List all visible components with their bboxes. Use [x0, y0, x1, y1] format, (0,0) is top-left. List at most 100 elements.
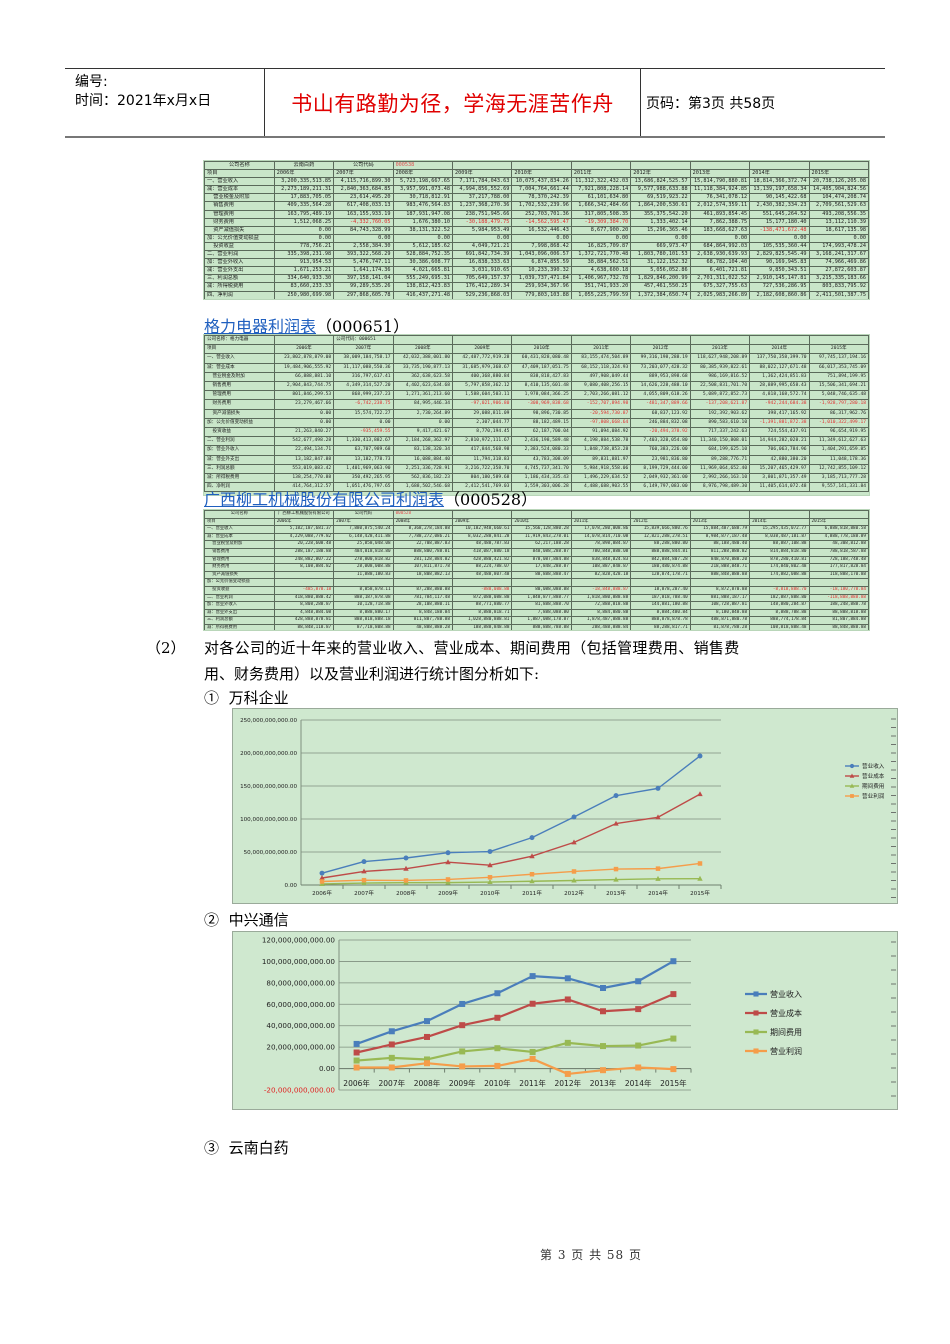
value-cell: 31,122,152.32	[630, 258, 691, 268]
value-cell: 78,370,242.39	[511, 193, 572, 203]
value-cell: 684,199,625.10	[689, 445, 751, 456]
value-cell: 11,048,178.36	[808, 454, 869, 465]
value-cell: 838,818,427.83	[511, 371, 572, 383]
value-cell: 1,641,174.36	[333, 266, 394, 276]
value-cell: 3,559,303,006.28	[511, 482, 572, 493]
value-cell: -138,471,672.48	[749, 225, 810, 235]
table-row: 一、营业收入 5,182,187,681.37 7,880,875,540.24 8,…	[204, 525, 869, 534]
plot-area: 0.00 50,000,000,000.00 100,000,000,000.00 1…	[240, 718, 722, 897]
value-cell: 1,803,780,101.53	[630, 250, 691, 260]
y-tick-label: 0.00	[285, 883, 298, 889]
value-cell: 88,888,888.47	[511, 570, 572, 580]
x-tick-label: 2010年	[484, 1078, 511, 1088]
value-cell: 0.00	[273, 417, 335, 429]
row-label: 减：营业成本	[204, 185, 275, 195]
value-cell: 1,588,604,503.11	[451, 390, 513, 401]
page-footer: 第 3 页 共 58 页	[540, 1248, 642, 1262]
legend-label: 营业收入	[770, 989, 802, 999]
value-cell: -19,309,384.70	[570, 217, 632, 227]
value-cell: 2,709,561,529.63	[808, 201, 869, 211]
value-cell: 6,888,818,880.58	[808, 525, 869, 534]
value-cell: 1,887,088,178.87	[511, 616, 572, 625]
y-tick-label: 150,000,000,000.00	[240, 784, 297, 790]
value-cell: 8,888,818.71	[451, 608, 513, 618]
row-label: 资产减值损失	[204, 225, 275, 235]
value-cell: 48,488,787.83	[451, 540, 513, 549]
y-tick-label: 250,000,000,000.00	[240, 718, 297, 724]
table-row: 营业税金及附加 20,228,608.48 25,858,048.08 22,708,…	[204, 540, 869, 549]
x-tick-label: 2008年	[396, 889, 416, 897]
value-cell	[451, 578, 513, 587]
value-cell: 22,508,831,701.70	[689, 381, 751, 392]
value-cell: 90,145,422.68	[749, 193, 810, 203]
value-cell: 144,881,180.88	[630, 601, 691, 610]
value-cell: 0.00	[451, 233, 513, 243]
value-cell: 2,012,574,359.11	[689, 201, 751, 211]
value-cell: 2,436,198,589.48	[511, 436, 572, 447]
x-tick-label: 2012年	[564, 889, 584, 897]
row-label: 三、利润总额	[204, 274, 275, 284]
value-cell: 1,848,738,853.28	[570, 445, 632, 456]
gree-income-link[interactable]: 格力电器利润表	[204, 317, 317, 336]
value-cell: 47,409,187,051.75	[511, 362, 572, 373]
value-cell: 11,888,180.83	[333, 570, 394, 580]
empty-cell	[630, 335, 691, 346]
row-label: 一、营业收入	[204, 353, 275, 364]
value-cell: 3,168,241,317.67	[808, 250, 869, 260]
value-cell: 87,288,880.88	[392, 585, 453, 595]
row-label: 加：公允价值变动损益	[204, 233, 275, 243]
value-cell: 60,431,828,080.48	[511, 353, 572, 364]
value-cell	[511, 578, 572, 587]
gree-income-sheet: 公司名称：格力电器 公司代码：000651 项目 2006年 2007年 2008年 200…	[203, 334, 870, 496]
value-cell: 1,043,096,006.57	[511, 250, 572, 260]
value-cell	[273, 570, 335, 580]
value-cell: 4,229,088,779.82	[273, 532, 335, 542]
y-tick-label: 120,000,000,000.00	[262, 936, 336, 945]
value-cell: 15,506,341,694.21	[808, 381, 869, 392]
value-cell: 4,049,721.21	[451, 241, 513, 252]
value-cell: 1,702,532,239.96	[511, 201, 572, 211]
row-label: 营业税金及附加	[204, 540, 275, 549]
table-row: 加：公允价值变动损益	[204, 578, 869, 587]
empty-cell	[749, 510, 810, 519]
value-cell: 18,814,366,372.74	[749, 177, 810, 187]
value-cell: 2,701,311,022.52	[689, 274, 751, 284]
value-cell: 705,649,157.37	[451, 274, 513, 284]
value-cell: -1,010,322,499.17	[808, 417, 869, 429]
value-cell: 96,654,919.95	[808, 427, 869, 438]
value-cell: 3,031,910.65	[451, 266, 513, 276]
value-cell: 4,198,884,538.78	[570, 436, 632, 447]
row-label: 管理费用	[204, 209, 275, 219]
row-label: 减：营业成本	[204, 362, 275, 373]
value-cell: 5,182,187,681.37	[273, 525, 335, 534]
row-label: 减：所得税费用	[204, 473, 275, 484]
table-row: 减：所得税费用 83,660,233.33 99,289,535.26 138,812…	[204, 282, 869, 292]
x-tick-label: 2007年	[379, 1078, 406, 1088]
value-cell: 913,954.53	[273, 258, 335, 268]
year-header: 2006年	[273, 169, 335, 179]
table-row: 三、利润总额 334,640,933.30 397,158,141.04 555,24…	[204, 274, 869, 284]
value-cell: 163,795,489.19	[273, 209, 335, 219]
value-cell: -942,244,684.38	[749, 399, 810, 410]
x-tick-label: 2009年	[438, 889, 458, 897]
empty-cell	[749, 335, 810, 346]
value-cell: 180,480,874.88	[630, 563, 691, 572]
table-row: 减：营业成本 19,484,906,555.92 31,117,088,550.36…	[204, 362, 869, 373]
liugong-income-link[interactable]: 广西柳工机械股份有限公司利润表	[204, 490, 445, 509]
value-cell: 138,812,423.83	[392, 282, 453, 292]
series-line	[319, 753, 703, 876]
value-cell: 1,818,880,888.88	[570, 593, 632, 603]
value-cell: 88,888,818.88	[808, 608, 869, 618]
value-cell: 804,180,589.68	[451, 473, 513, 484]
empty-cell	[392, 335, 453, 346]
value-cell: 8,410,135,601.48	[511, 381, 572, 392]
value-cell: 542,677,498.28	[273, 436, 335, 447]
value-cell: 1,055,225,799.59	[570, 290, 632, 299]
value-cell: 2,049,932,361.00	[630, 473, 691, 484]
value-cell: 69,519,923.22	[630, 193, 691, 203]
value-cell: 801,846,299.53	[273, 390, 335, 401]
value-cell: 281,128,884.82	[392, 555, 453, 565]
series-line	[353, 1055, 677, 1077]
value-cell: 355,375,542.20	[630, 209, 691, 219]
value-cell: 788,818,587.88	[808, 547, 869, 557]
